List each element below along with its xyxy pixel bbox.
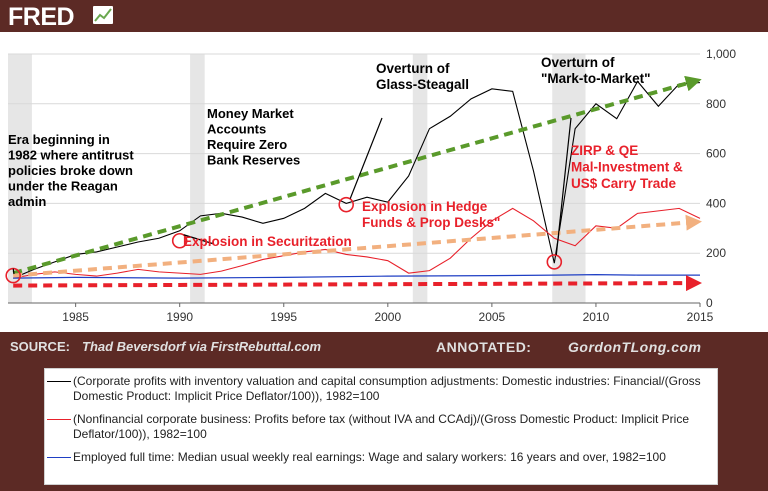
annotation-leader [555, 117, 572, 255]
recession-band [190, 54, 205, 303]
x-tick-label: 1985 [62, 310, 89, 324]
legend-item-financial-profits: (Corporate profits with inventory valuat… [73, 374, 701, 403]
legend-area: (Corporate profits with inventory valuat… [0, 360, 768, 491]
x-tick-label: 2000 [374, 310, 401, 324]
y-tick-label: 0 [706, 296, 713, 310]
annotation-text: Mal-Investment & [571, 160, 683, 175]
fred-chart-icon [93, 6, 113, 24]
source-bar: SOURCE: Thad Beversdorf via FirstRebutta… [0, 332, 768, 360]
annotation-text: admin [8, 194, 46, 209]
annotated-label: ANNOTATED: [436, 339, 532, 355]
annotation-leader [183, 234, 215, 245]
legend-swatch-blue [47, 457, 71, 458]
highlight-circle [338, 196, 354, 213]
annotation-text: Bank Reserves [207, 153, 300, 168]
annotation-text: policies broke down [8, 163, 133, 178]
chart-area: 0 200 400 600 800 1,000 1985 1990 1995 2000 2005 20… [0, 32, 768, 332]
series-line-0 [12, 80, 701, 279]
fred-logo: FRED [8, 3, 75, 31]
legend-item-nonfinancial-profits: (Nonfinancial corporate business: Profit… [73, 412, 690, 441]
x-tick-label: 1990 [166, 310, 193, 324]
trend-arrow [13, 214, 702, 278]
annotation-text: Overturn of [376, 61, 450, 76]
x-tick-label: 2015 [687, 310, 714, 324]
annotation-text: ZIRP & QE [571, 143, 638, 158]
annotation-leader [349, 117, 383, 199]
annotation-text: Overturn of [541, 55, 615, 70]
annotation-text: "Mark-to-Market" [541, 71, 651, 86]
annotation-text: Glass-Steagall [376, 77, 469, 92]
annotated-text: GordonTLong.com [568, 339, 702, 355]
series-line-1 [13, 207, 701, 279]
line-chart: 0 200 400 600 800 1,000 1985 1990 1995 2000 2005 20… [5, 47, 736, 324]
highlight-circle [5, 267, 22, 284]
recession-band [412, 54, 428, 303]
highlight-circle [546, 254, 563, 270]
x-tick-label: 1995 [270, 310, 297, 324]
y-tick-label: 800 [706, 97, 726, 111]
annotation-text: Funds & Prop Desks" [362, 215, 500, 230]
recession-band [8, 54, 32, 303]
annotation-text: Money Market [207, 106, 294, 121]
annotation-text: Explosion in Securitzation [183, 234, 352, 249]
y-tick-label: 600 [706, 147, 726, 161]
annotation-text: under the Reagan [8, 179, 118, 194]
recession-band [552, 54, 586, 303]
x-tick-label: 2005 [479, 310, 506, 324]
trend-arrow [12, 75, 702, 276]
annotation-text: Accounts [207, 122, 266, 137]
y-tick-label: 200 [706, 246, 726, 260]
annotation-text: Era beginning in [8, 132, 110, 147]
source-text: Thad Beversdorf via FirstRebuttal.com [82, 339, 322, 354]
series-line-2 [13, 274, 700, 279]
annotation-leader [12, 268, 15, 275]
y-tick-label: 1,000 [706, 47, 736, 61]
legend-swatch-red [47, 419, 71, 420]
annotation-text: Require Zero [207, 137, 287, 152]
trend-arrow [13, 275, 702, 292]
annotation-text: US$ Carry Trade [571, 176, 677, 191]
annotation-text: 1982 where antitrust [8, 148, 134, 163]
fred-header: FRED [0, 0, 768, 32]
annotation-text: Explosion in Hedge [362, 199, 488, 214]
legend: (Corporate profits with inventory valuat… [44, 368, 718, 485]
legend-swatch-black [47, 381, 71, 382]
legend-item-real-earnings: Employed full time: Median usual weekly … [73, 450, 666, 464]
y-tick-label: 400 [706, 196, 726, 210]
highlight-circle [171, 232, 188, 249]
source-label: SOURCE: [10, 339, 70, 354]
x-tick-label: 2010 [583, 310, 610, 324]
